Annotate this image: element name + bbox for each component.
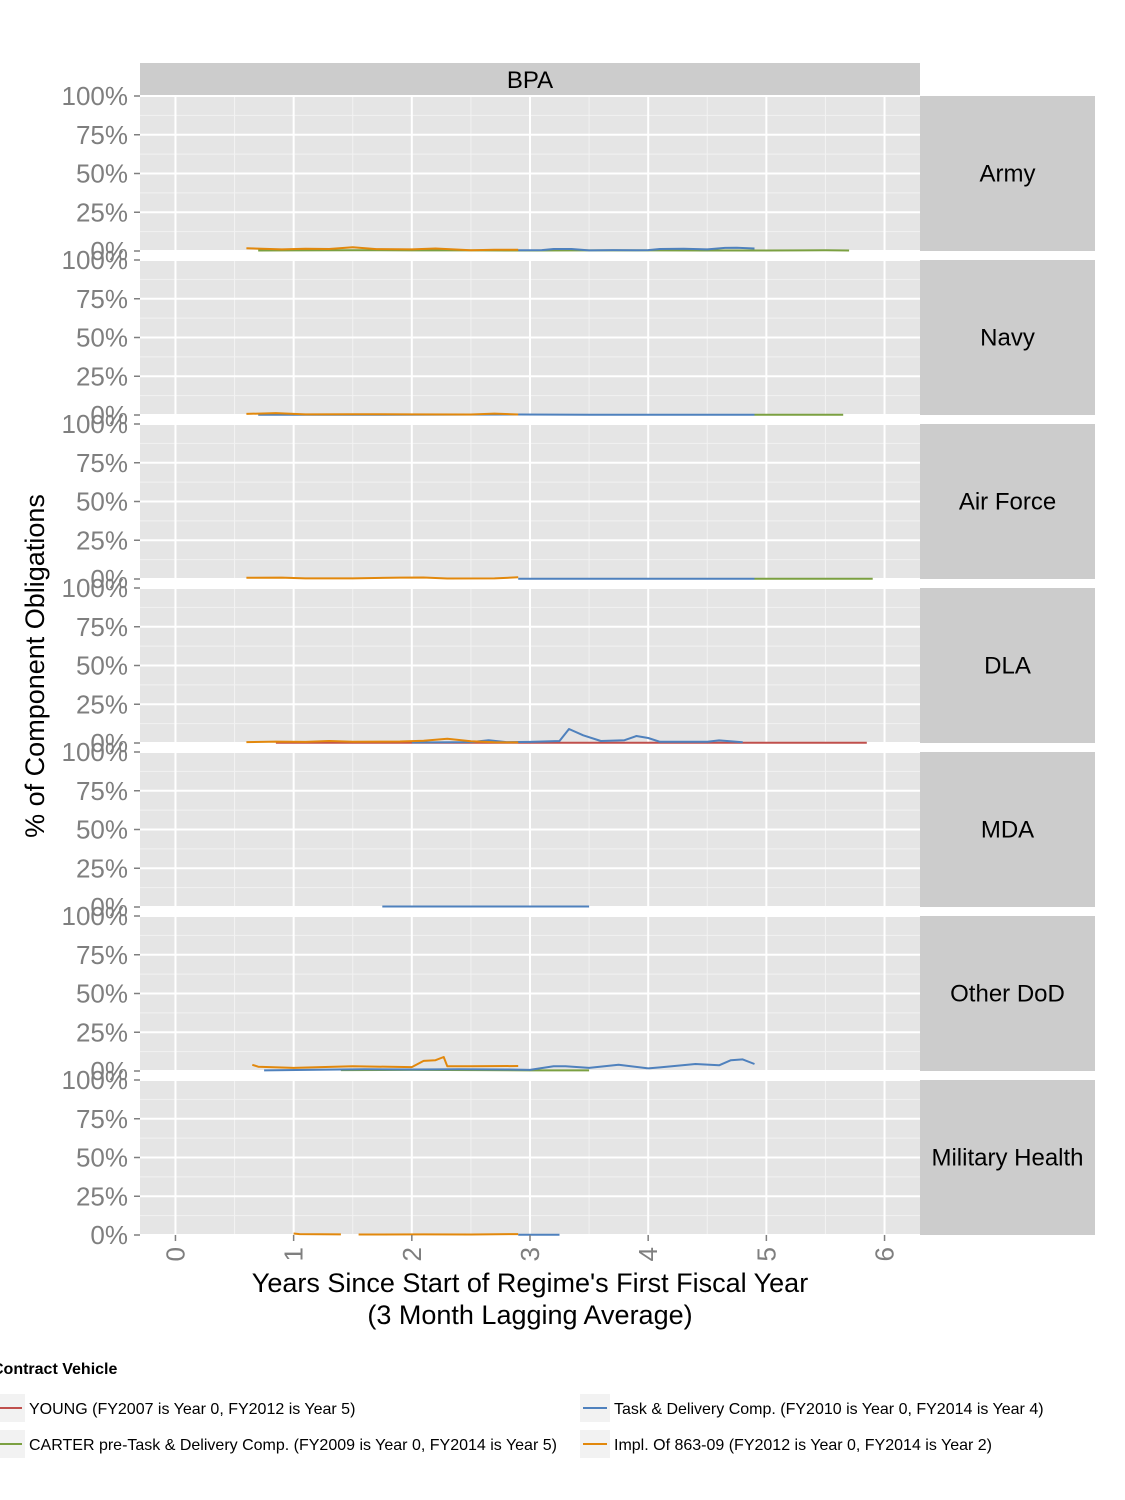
x-tick-label: 4	[633, 1247, 663, 1261]
y-tick-label: 0%	[90, 892, 128, 922]
facet-row-strip	[920, 96, 1095, 251]
facet-row-label: MDA	[981, 817, 1034, 844]
x-tick-label: 2	[397, 1247, 427, 1261]
y-tick-label: 50%	[76, 487, 128, 517]
series-line	[264, 1058, 755, 1072]
series-line	[246, 412, 519, 416]
facet-row-strip	[920, 1080, 1095, 1235]
legend-label: Impl. Of 863-09 (FY2012 is Year 0, FY201…	[614, 1437, 992, 1454]
y-tick-label: 100%	[62, 1065, 129, 1095]
x-tick-label: 5	[751, 1247, 781, 1261]
legend-entries: YOUNG (FY2007 is Year 0, FY2012 is Year …	[0, 1394, 1044, 1458]
y-tick-label: 0%	[90, 1056, 128, 1086]
facet-panels: 0%25%50%75%100%Army0%25%50%75%100%Navy0%…	[62, 81, 1095, 1250]
legend: Contract Vehicle YOUNG (FY2007 is Year 0…	[0, 1352, 1090, 1462]
legend-label: Task & Delivery Comp. (FY2010 is Year 0,…	[614, 1401, 1044, 1418]
y-tick-label: 75%	[76, 940, 128, 970]
series-line	[251, 1056, 519, 1069]
y-tick-label: 50%	[76, 815, 128, 845]
y-tick-label: 75%	[76, 284, 128, 314]
facet-row-strip	[920, 752, 1095, 907]
y-tick-label: 100%	[62, 573, 129, 603]
legend-entry: CARTER pre-Task & Delivery Comp. (FY2009…	[0, 1430, 557, 1458]
y-tick-label: 50%	[76, 979, 128, 1009]
series-line	[246, 576, 519, 580]
y-tick-label: 100%	[62, 901, 129, 931]
facet-row-label: DLA	[984, 653, 1031, 680]
y-tick-label: 75%	[76, 776, 128, 806]
panel-mda: 0% 25% 50% 75% 100% MDA	[62, 737, 1095, 922]
facet-row-strip	[920, 916, 1095, 1071]
y-axis-title: % of Component Obligations	[20, 494, 50, 838]
y-tick-label: 25%	[76, 525, 128, 555]
legend-label: CARTER pre-Task & Delivery Comp. (FY2009…	[29, 1437, 557, 1454]
series-line	[411, 728, 743, 744]
y-tick-label: 75%	[76, 120, 128, 150]
facet-column-label: BPA	[507, 67, 553, 94]
legend-entry: Impl. Of 863-09 (FY2012 is Year 0, FY201…	[580, 1430, 992, 1458]
facet-row-strip	[920, 260, 1095, 415]
panel-army: 0% 25% 50% 75% 100% Army	[62, 81, 1095, 266]
y-tick-label: 50%	[76, 651, 128, 681]
facet-row-label: Army	[980, 161, 1036, 188]
y-tick-label: 25%	[76, 1017, 128, 1047]
y-tick-label: 0%	[90, 1220, 128, 1250]
y-tick-label: 25%	[76, 1181, 128, 1211]
y-tick-label: 0%	[90, 728, 128, 758]
x-axis-title: Years Since Start of Regime's First Fisc…	[252, 1268, 808, 1298]
panel-military-health: 0% 25% 50% 75% 100% Military Health	[62, 1065, 1095, 1250]
facet-row-strip	[920, 588, 1095, 743]
panel-other-dod: 0% 25% 50% 75% 100% Other DoD	[62, 901, 1095, 1086]
y-tick-label: 50%	[76, 323, 128, 353]
y-tick-label: 25%	[76, 361, 128, 391]
x-tick-label: 6	[870, 1247, 900, 1261]
x-axis-subtitle: (3 Month Lagging Average)	[367, 1300, 692, 1330]
legend-background	[0, 1352, 1090, 1462]
y-tick-label: 0%	[90, 400, 128, 430]
panel-navy: 0% 25% 50% 75% 100% Navy	[62, 245, 1095, 430]
y-tick-label: 25%	[76, 853, 128, 883]
series-line	[246, 737, 519, 744]
series-line	[518, 246, 755, 252]
legend-label: YOUNG (FY2007 is Year 0, FY2012 is Year …	[29, 1401, 355, 1418]
panel-dla: 0% 25% 50% 75% 100% DLA	[62, 573, 1095, 758]
y-tick-label: 75%	[76, 1104, 128, 1134]
y-tick-label: 25%	[76, 689, 128, 719]
x-tick-label: 3	[515, 1247, 545, 1261]
facet-row-label: Military Health	[931, 1145, 1083, 1172]
y-tick-label: 25%	[76, 197, 128, 227]
x-tick-label: 0	[160, 1247, 190, 1261]
series-line	[293, 1232, 341, 1236]
y-tick-label: 50%	[76, 159, 128, 189]
x-tick-label: 1	[279, 1247, 309, 1261]
y-tick-label: 100%	[62, 245, 129, 275]
facet-row-label: Other DoD	[950, 981, 1065, 1008]
legend-entry: YOUNG (FY2007 is Year 0, FY2012 is Year …	[0, 1394, 355, 1422]
facet-column-strip	[140, 63, 920, 96]
y-tick-label: 100%	[62, 81, 129, 111]
y-tick-label: 75%	[76, 612, 128, 642]
facet-row-label: Air Force	[959, 489, 1056, 516]
legend-entry: Task & Delivery Comp. (FY2010 is Year 0,…	[580, 1394, 1044, 1422]
facet-row-strip	[920, 424, 1095, 579]
y-tick-label: 0%	[90, 564, 128, 594]
y-tick-label: 100%	[62, 409, 129, 439]
facet-row-label: Navy	[980, 325, 1035, 352]
y-tick-label: 50%	[76, 1143, 128, 1173]
panel-air-force: 0% 25% 50% 75% 100% Air Force	[62, 409, 1095, 594]
y-tick-label: 100%	[62, 737, 129, 767]
y-tick-label: 0%	[90, 236, 128, 266]
x-axis: 0 1 2 3 4 5 6	[160, 1235, 900, 1261]
legend-title: Contract Vehicle	[0, 1361, 117, 1378]
y-tick-label: 75%	[76, 448, 128, 478]
series-line	[246, 246, 519, 252]
